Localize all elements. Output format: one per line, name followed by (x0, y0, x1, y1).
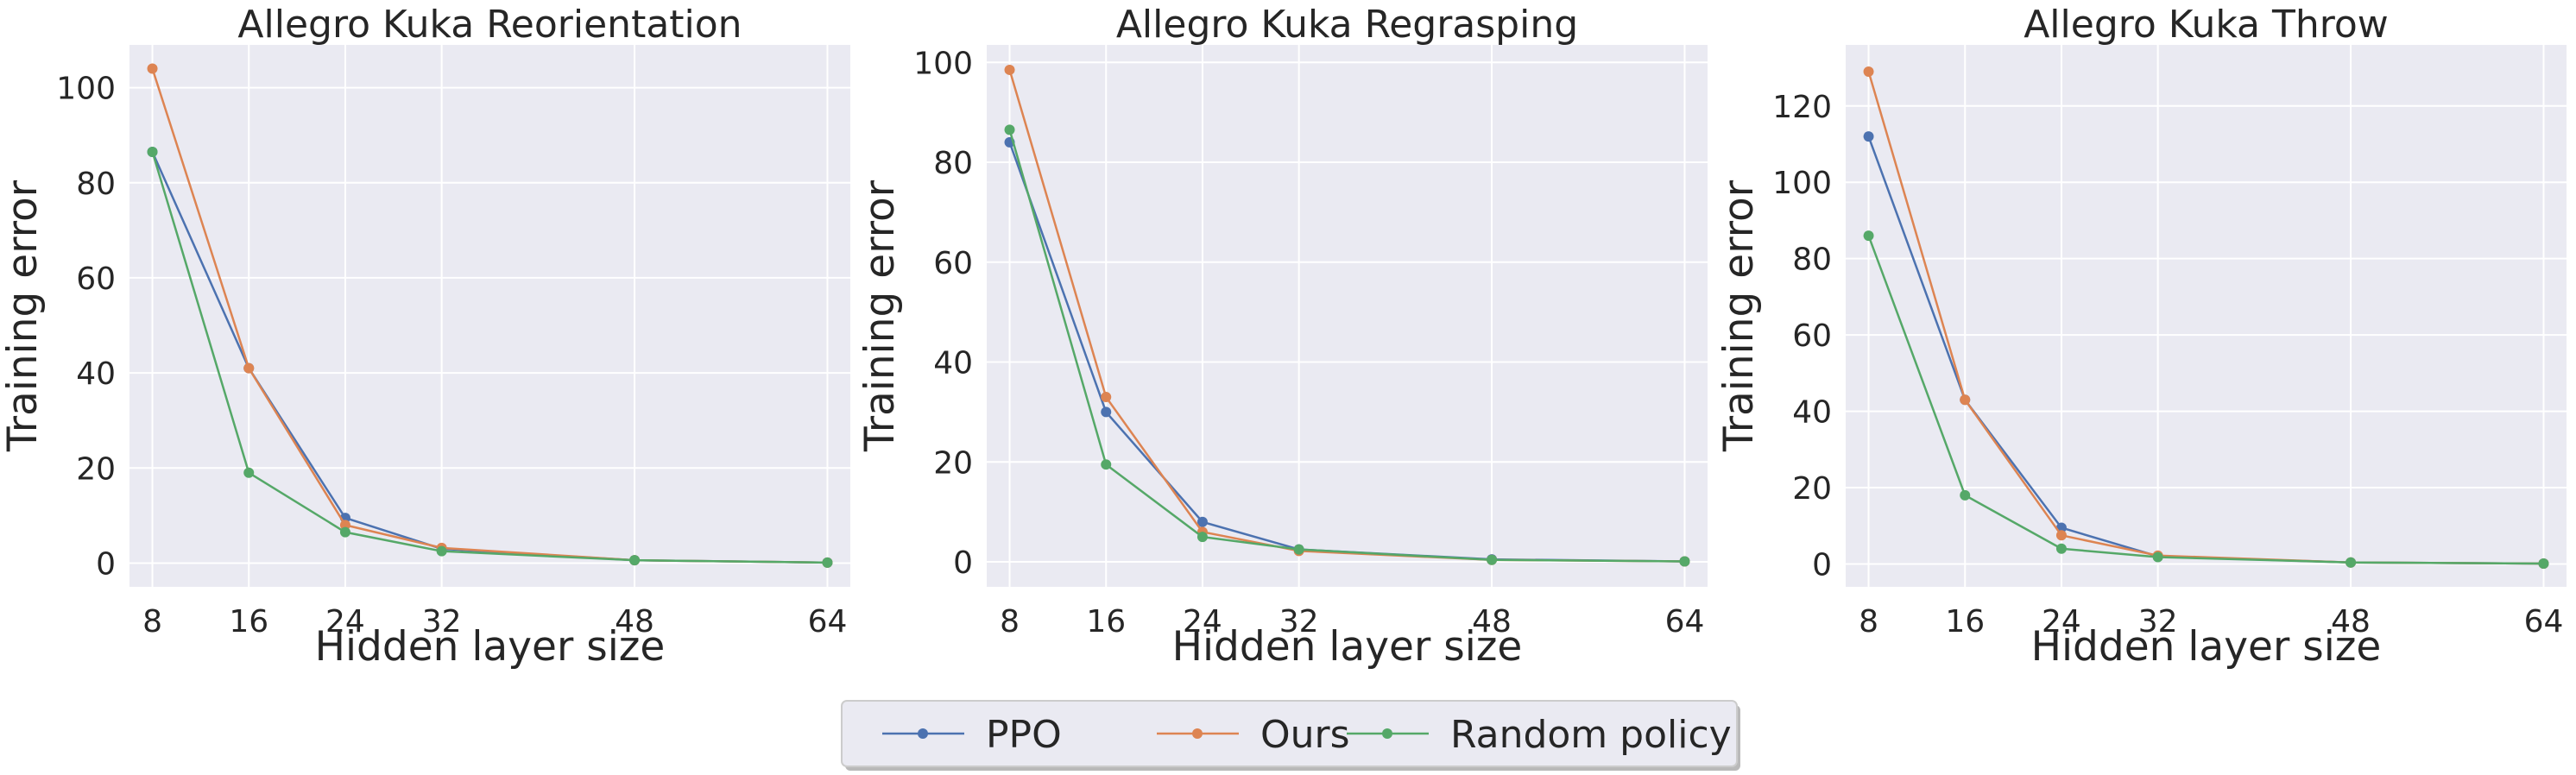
legend-label: Random policy (1450, 713, 1732, 757)
y-tick-label: 60 (933, 246, 973, 281)
x-tick-label: 64 (1665, 604, 1705, 640)
x-axis-label: Hidden layer size (1172, 623, 1523, 671)
x-tick-label: 8 (142, 604, 162, 640)
legend-entry-ppo: PPO (882, 713, 1062, 757)
y-axis-label: Training error (1715, 180, 1763, 452)
data-point-random-policy (243, 467, 255, 478)
x-axis-label: Hidden layer size (315, 623, 666, 671)
data-point-ours (1004, 64, 1015, 75)
x-tick-label: 24 (2042, 604, 2081, 640)
data-point-random-policy (1004, 124, 1015, 135)
chart-title: Allegro Kuka Reorientation (237, 3, 742, 47)
y-tick-label: 40 (933, 346, 973, 381)
y-tick-label: 80 (76, 167, 116, 202)
x-tick-label: 24 (325, 604, 365, 640)
x-tick-label: 64 (2524, 604, 2564, 640)
legend-marker (918, 728, 928, 739)
y-tick-label: 0 (1812, 547, 1832, 583)
data-point-ppo (1863, 131, 1874, 142)
chart-title: Allegro Kuka Throw (2024, 3, 2389, 47)
plot-area (129, 45, 850, 587)
legend-entry-random-policy: Random policy (1347, 713, 1732, 757)
data-point-random-policy (2346, 557, 2357, 568)
data-point-random-policy (629, 555, 641, 566)
y-tick-label: 0 (953, 545, 973, 581)
x-tick-label: 48 (1472, 604, 1512, 640)
data-point-ours (1101, 392, 1112, 403)
legend: PPO Ours Random policy (841, 700, 1740, 771)
y-tick-label: 80 (933, 146, 973, 181)
data-point-ppo (1196, 516, 1208, 527)
chart-panel-1: 0 20 40 60 80 100 8 16 24 32 48 64 Allegro Kuka Reor… (0, 3, 850, 671)
data-point-ppo (1101, 406, 1112, 418)
x-tick-label: 32 (2138, 604, 2178, 640)
data-point-ours (339, 520, 350, 531)
plot-area (987, 45, 1708, 587)
data-point-random-policy (147, 146, 158, 157)
y-tick-label: 80 (1792, 243, 1832, 278)
y-tick-label: 20 (76, 451, 116, 487)
y-tick-label: 100 (56, 72, 116, 107)
series-line-random-policy (1008, 129, 1685, 563)
data-point-random-policy (436, 545, 447, 557)
chart-panel-3: 0 20 40 60 80 100 120 8 16 24 32 48 64 Allegro Kuka T… (1715, 3, 2567, 671)
data-point-ours (243, 362, 255, 374)
data-point-ours (1960, 394, 1971, 406)
legend-marker (1192, 728, 1203, 739)
x-tick-label: 48 (2331, 604, 2371, 640)
series-line-random-policy (1867, 235, 2544, 565)
x-axis-label: Hidden layer size (2031, 623, 2382, 671)
plot-area (1846, 45, 2567, 587)
series-line-random-policy (151, 151, 828, 564)
y-tick-label: 60 (1792, 318, 1832, 354)
data-point-random-policy (1487, 554, 1498, 565)
x-tick-label: 8 (1000, 604, 1020, 640)
chart-panel-2: 0 20 40 60 80 100 8 16 24 32 48 64 Allegro Kuka Regr… (856, 3, 1708, 671)
legend-marker (1382, 728, 1392, 739)
data-point-random-policy (1863, 230, 1874, 242)
data-point-random-policy (2055, 543, 2067, 554)
y-tick-label: 20 (1792, 471, 1832, 507)
y-tick-label: 0 (96, 546, 116, 582)
data-point-ours (2055, 530, 2067, 541)
legend-label: PPO (986, 713, 1062, 757)
y-tick-label: 20 (933, 445, 973, 481)
y-axis-label: Training error (0, 180, 47, 452)
data-point-random-policy (2538, 558, 2549, 570)
data-point-random-policy (822, 557, 833, 568)
x-tick-label: 16 (229, 604, 268, 640)
y-axis-label: Training error (856, 180, 904, 452)
x-tick-label: 8 (1859, 604, 1878, 640)
data-point-random-policy (2152, 551, 2163, 563)
x-tick-label: 16 (1086, 604, 1126, 640)
y-tick-label: 100 (913, 46, 973, 81)
data-point-random-policy (1679, 556, 1690, 567)
x-tick-label: 32 (1279, 604, 1319, 640)
x-tick-label: 48 (615, 604, 654, 640)
data-point-random-policy (1196, 532, 1208, 543)
legend-box (841, 700, 1738, 767)
data-point-random-policy (1101, 459, 1112, 470)
y-tick-label: 40 (76, 356, 116, 392)
y-tick-label: 60 (76, 261, 116, 297)
x-tick-label: 32 (422, 604, 462, 640)
legend-label: Ours (1260, 713, 1350, 757)
y-tick-label: 100 (1772, 166, 1832, 201)
y-tick-label: 40 (1792, 395, 1832, 431)
chart-title: Allegro Kuka Regrasping (1116, 3, 1578, 47)
x-tick-label: 64 (808, 604, 848, 640)
x-tick-label: 16 (1945, 604, 1985, 640)
data-point-random-policy (339, 526, 350, 538)
data-point-ours (1863, 66, 1874, 77)
y-tick-label: 120 (1772, 90, 1832, 125)
x-tick-label: 24 (1183, 604, 1222, 640)
data-point-random-policy (1293, 544, 1304, 555)
legend-entry-ours: Ours (1157, 713, 1350, 757)
data-point-ours (147, 63, 158, 74)
data-point-random-policy (1960, 489, 1971, 501)
